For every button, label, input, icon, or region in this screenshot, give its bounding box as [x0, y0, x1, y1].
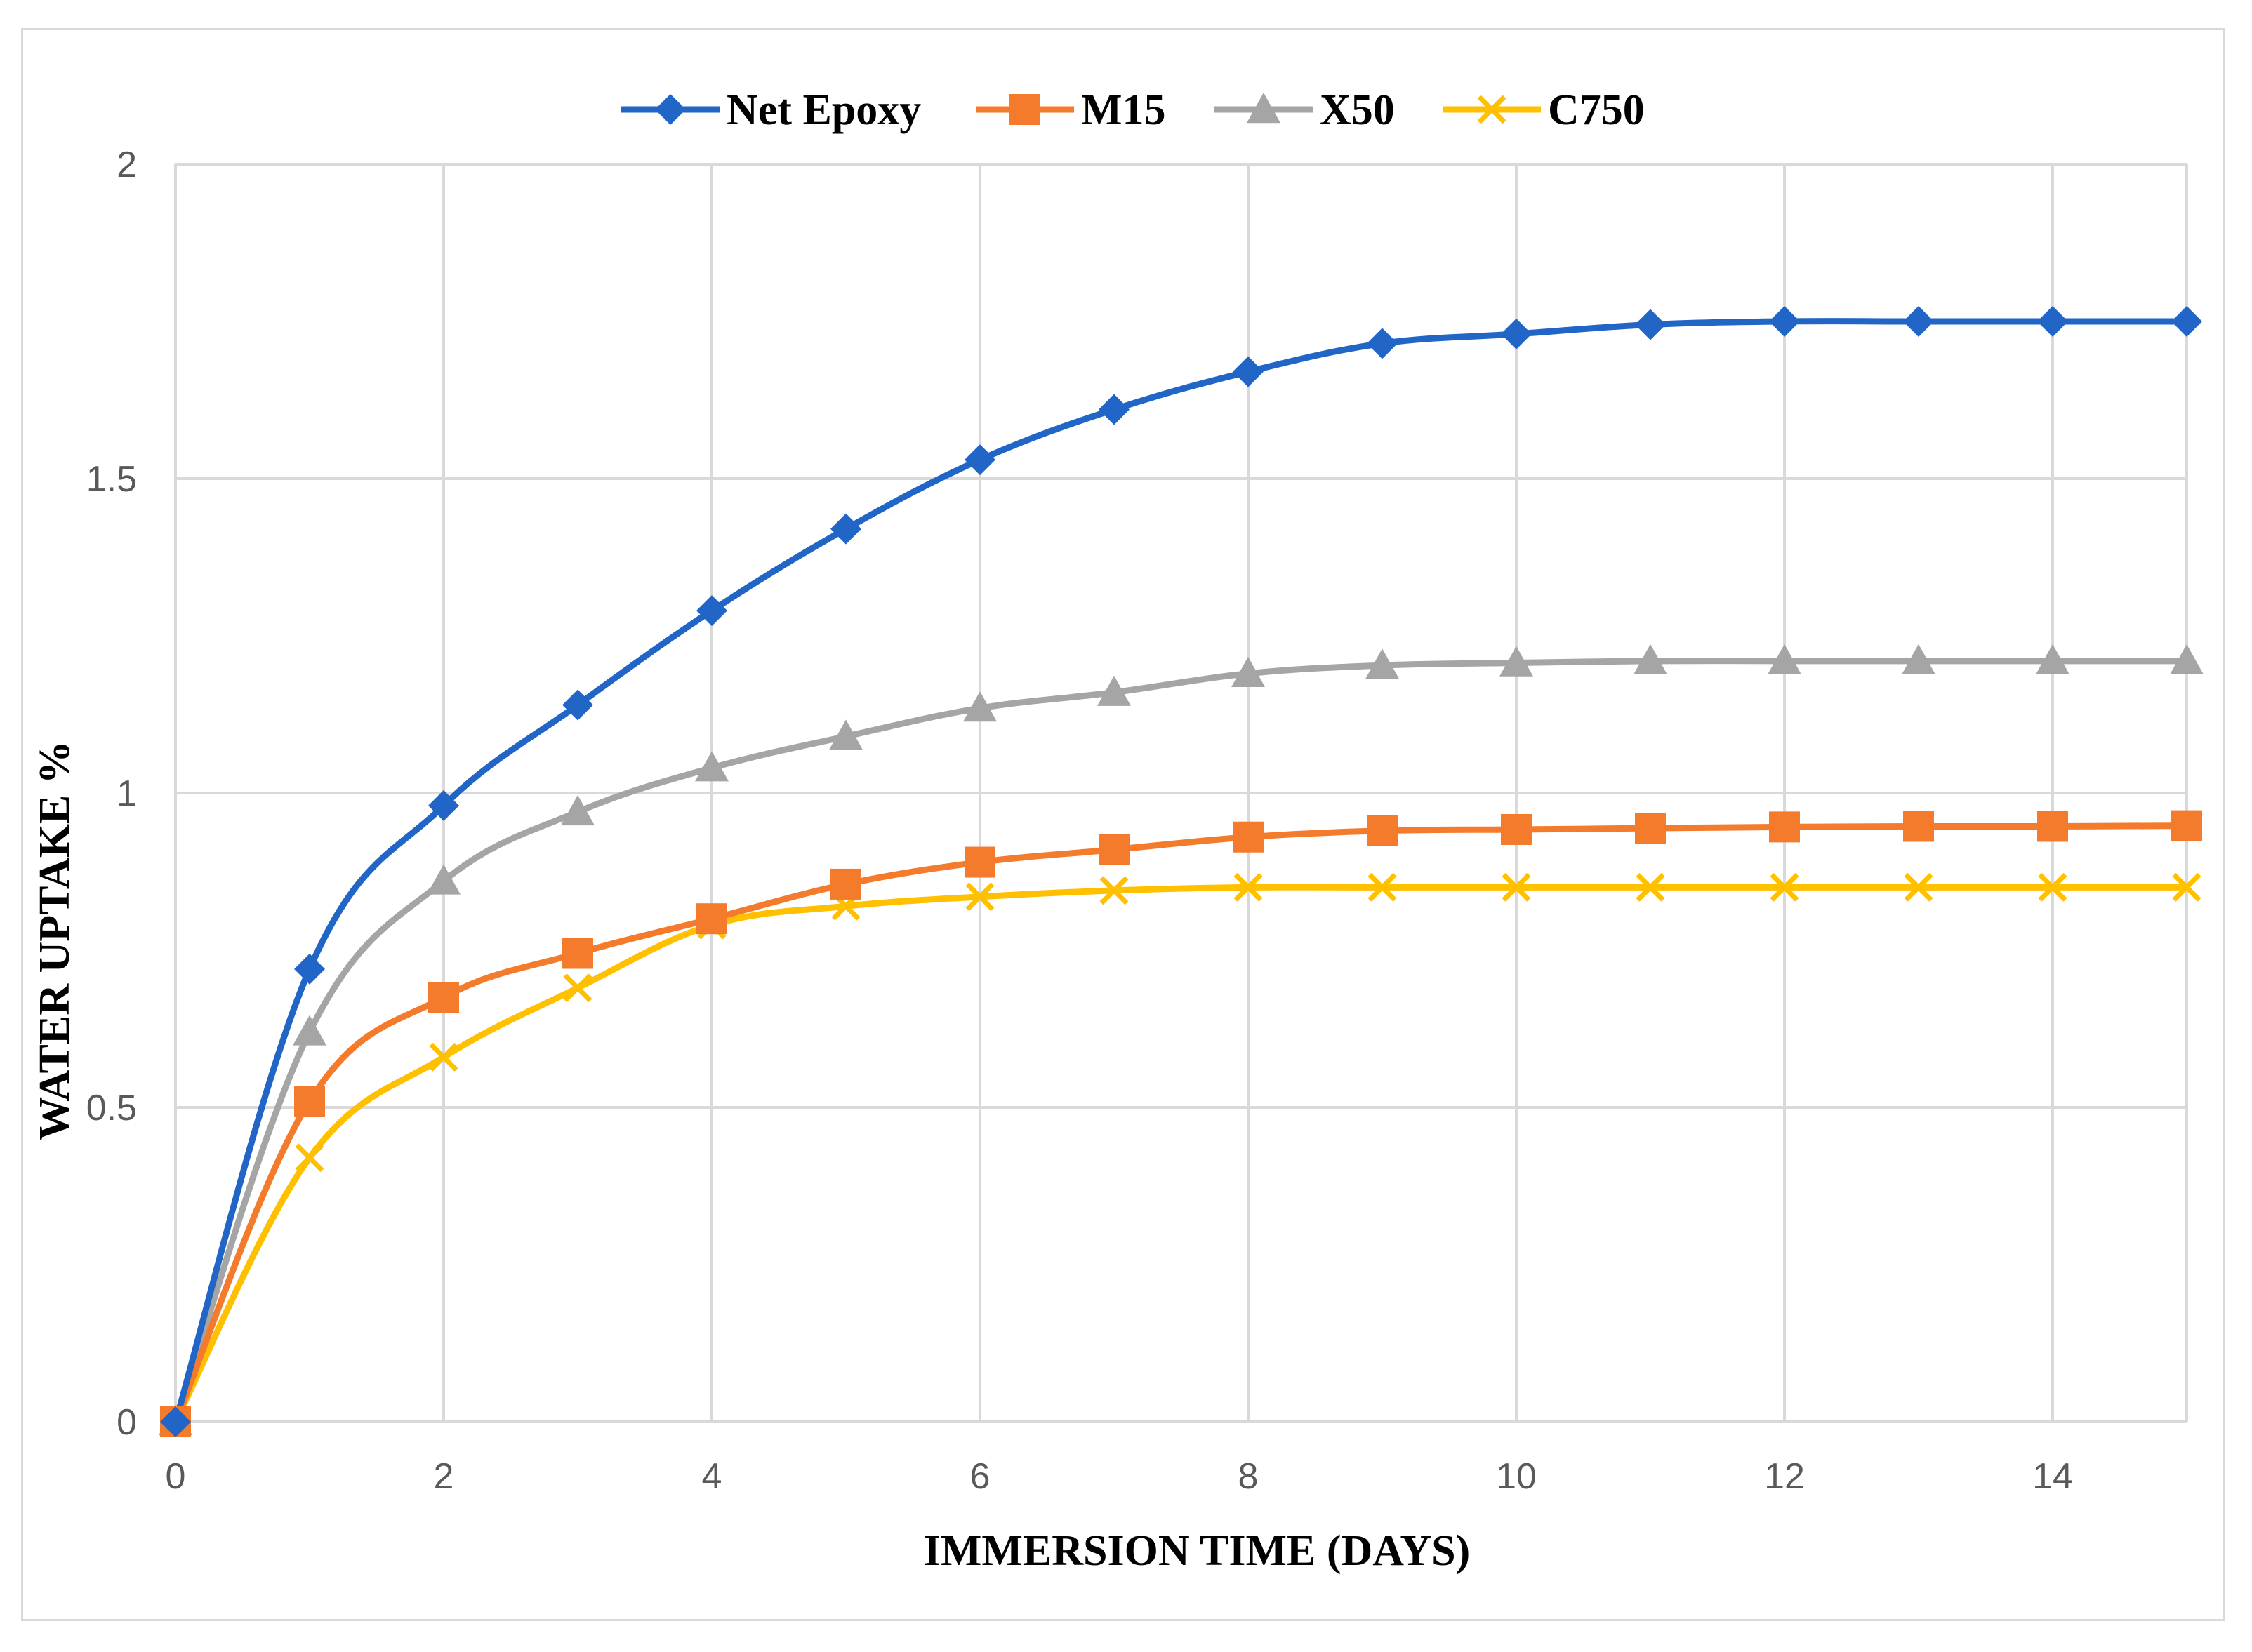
x-tick-label: 8 [1238, 1456, 1259, 1497]
data-point-m15 [562, 938, 593, 969]
data-point-c750 [1233, 872, 1263, 902]
data-point-x50 [1097, 675, 1131, 706]
data-point-x50 [427, 864, 461, 895]
data-point-net-epoxy [1903, 306, 1934, 337]
data-point-m15 [830, 868, 861, 900]
data-point-m15 [1367, 815, 1398, 846]
data-point-c750 [2172, 872, 2201, 902]
series-lines [172, 318, 2190, 1425]
x-tick-label: 12 [1764, 1456, 1805, 1497]
y-axis-title: WATER UPTAKE % [31, 740, 79, 1140]
data-point-c750 [429, 1042, 458, 1072]
legend-label-net-epoxy: Net Epoxy [727, 86, 921, 134]
data-point-m15 [2037, 811, 2068, 842]
data-point-m15 [428, 982, 459, 1013]
data-point-m15 [1635, 813, 1666, 844]
legend-marker-x50 [1247, 93, 1280, 124]
data-point-x50 [2036, 644, 2069, 675]
series-markers [159, 306, 2204, 1437]
data-point-c750 [563, 973, 592, 1003]
data-point-net-epoxy [1501, 318, 1532, 349]
data-point-m15 [294, 1086, 325, 1117]
legend: Net Epoxy M15 X50 C750 [621, 86, 1645, 134]
data-point-x50 [1231, 656, 1265, 687]
data-point-c750 [295, 1143, 324, 1173]
data-point-m15 [696, 903, 727, 935]
y-tick-label: 1 [117, 773, 137, 814]
data-point-c750 [1502, 872, 1531, 902]
data-point-m15 [1903, 811, 1934, 842]
x-tick-label: 6 [970, 1456, 991, 1497]
data-point-x50 [1634, 644, 1667, 675]
data-point-x50 [1499, 646, 1533, 677]
data-point-c750 [965, 882, 995, 912]
data-point-x50 [1768, 644, 1801, 675]
legend-label-c750: C750 [1548, 86, 1645, 134]
data-point-x50 [1365, 648, 1399, 679]
y-tick-label: 0 [117, 1402, 137, 1443]
data-point-net-epoxy [562, 689, 593, 721]
legend-label-m15: M15 [1081, 86, 1166, 134]
data-point-c750 [1904, 872, 1933, 902]
series-line-m15 [172, 822, 2190, 1425]
data-point-net-epoxy [294, 953, 325, 985]
data-point-m15 [1099, 834, 1130, 865]
x-tick-label: 4 [702, 1456, 722, 1497]
x-tick-label: 14 [2032, 1456, 2073, 1497]
grid-lines [174, 163, 2188, 1423]
series-line-net-epoxy [172, 318, 2190, 1425]
y-tick-label: 1.5 [86, 459, 137, 500]
data-point-net-epoxy [2037, 306, 2068, 337]
data-point-m15 [1769, 811, 1800, 843]
data-point-net-epoxy [2171, 306, 2202, 337]
data-point-net-epoxy [696, 595, 727, 627]
y-tick-label: 2 [117, 145, 137, 185]
data-point-x50 [293, 1015, 326, 1046]
x-axis-title: IMMERSION TIME (DAYS) [924, 1527, 1471, 1575]
data-point-net-epoxy [965, 444, 995, 476]
data-point-m15 [1501, 813, 1532, 845]
data-point-net-epoxy [160, 1406, 191, 1437]
data-point-net-epoxy [1367, 328, 1398, 359]
data-point-net-epoxy [428, 790, 459, 821]
x-tick-label: 10 [1496, 1456, 1537, 1497]
data-point-net-epoxy [1769, 306, 1800, 337]
data-point-net-epoxy [1635, 309, 1666, 340]
legend-marker-m15 [1009, 94, 1040, 125]
legend-marker-c750 [1477, 95, 1506, 124]
x-tick-label: 2 [434, 1456, 454, 1497]
data-point-x50 [695, 751, 729, 782]
data-point-c750 [1636, 872, 1665, 902]
data-point-net-epoxy [1233, 356, 1264, 387]
data-point-x50 [963, 691, 997, 722]
data-point-c750 [2038, 872, 2067, 902]
legend-label-x50: X50 [1320, 86, 1395, 134]
data-point-m15 [2171, 810, 2202, 841]
data-point-x50 [1902, 644, 1935, 675]
data-point-c750 [1770, 872, 1799, 902]
data-point-c750 [1099, 876, 1129, 905]
data-point-net-epoxy [1099, 394, 1130, 425]
data-point-m15 [965, 846, 995, 878]
y-tick-label: 0.5 [86, 1088, 137, 1128]
legend-marker-net-epoxy [655, 94, 686, 125]
data-point-c750 [1367, 872, 1397, 902]
data-point-x50 [829, 719, 863, 750]
data-point-x50 [2170, 644, 2204, 675]
tick-labels: 0 0.5 1 1.5 2 0 2 4 6 8 10 12 14 [86, 145, 2073, 1497]
chart-frame [21, 28, 2225, 1621]
data-point-net-epoxy [830, 513, 861, 545]
data-point-m15 [1233, 821, 1264, 853]
series-line-c750 [172, 884, 2190, 1425]
data-point-x50 [561, 794, 595, 826]
x-tick-label: 0 [166, 1456, 186, 1497]
